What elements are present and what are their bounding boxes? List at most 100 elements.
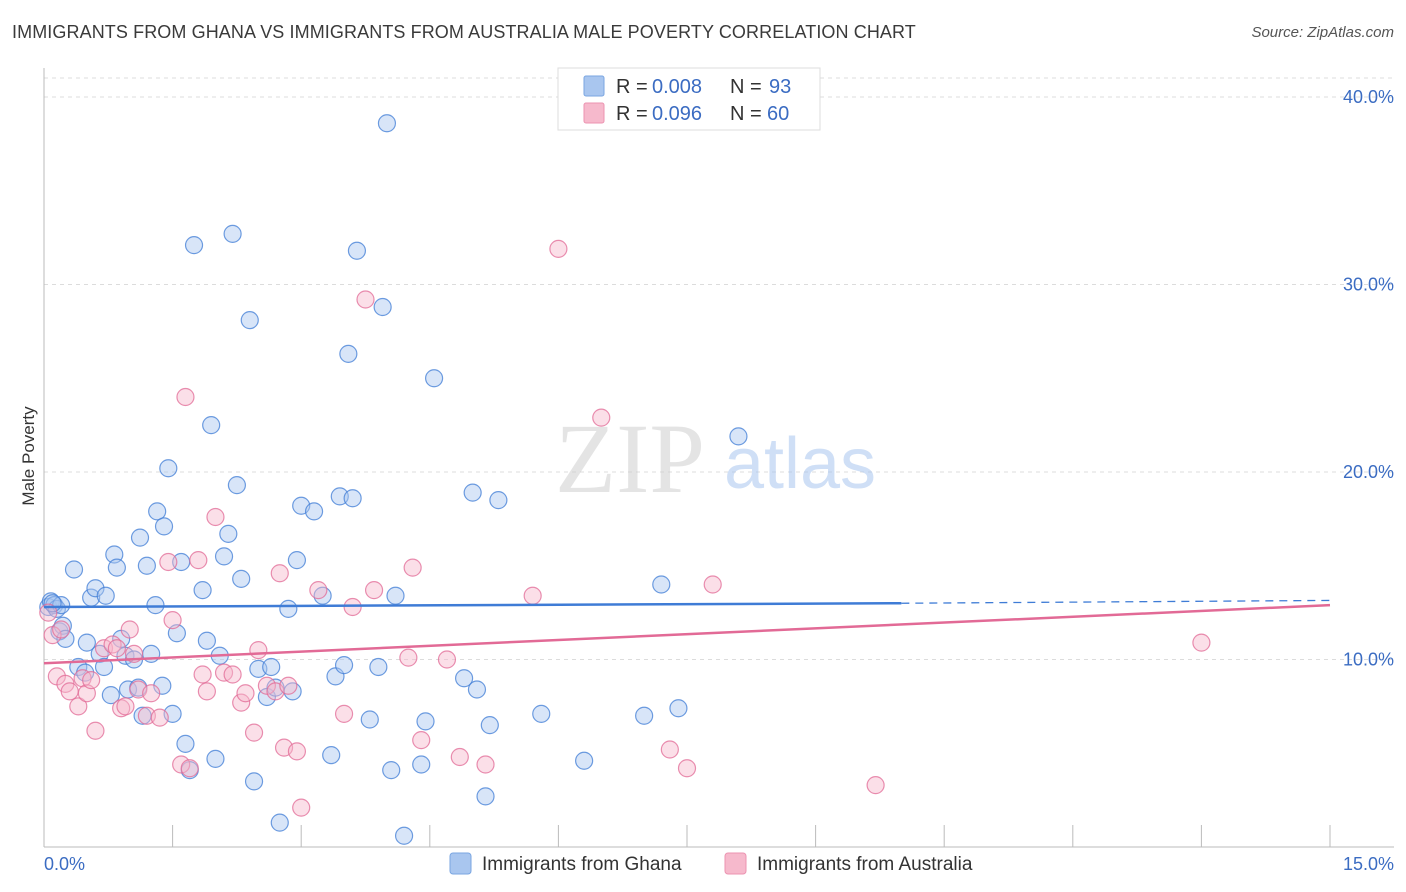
ghana-point-74 — [382, 761, 401, 780]
ghana-point-43 — [206, 749, 225, 768]
legend-r-value-australia: 0.096 — [652, 103, 702, 125]
watermark-atlas: atlas — [724, 424, 876, 504]
ghana-point-86 — [532, 704, 551, 723]
australia-point-47 — [356, 290, 375, 309]
y-axis-title: Male Poverty — [19, 406, 38, 506]
australia-point-35 — [244, 723, 264, 742]
australia-point-22 — [159, 552, 178, 572]
y-tick-label-0: 10.0% — [1343, 650, 1394, 670]
source-label: Source: ZipAtlas.com — [1251, 24, 1394, 41]
australia-point-51 — [412, 731, 431, 750]
ghana-point-66 — [334, 656, 354, 675]
australia-trend-line — [43, 603, 1331, 665]
x-tick-label-max: 15.0% — [1343, 854, 1394, 874]
ghana-point-59 — [287, 551, 307, 570]
australia-point-10 — [86, 721, 105, 740]
ghana-point-63 — [322, 746, 341, 765]
ghana-point-40 — [193, 581, 212, 600]
australia-point-27 — [189, 551, 208, 570]
ghana-point-90 — [669, 699, 688, 718]
australia-point-41 — [279, 676, 298, 695]
ghana-point-73 — [377, 114, 397, 133]
legend-r-label-0: R = — [616, 76, 648, 98]
ghana-point-82 — [467, 680, 487, 699]
ghana-point-76 — [394, 826, 414, 845]
australia-point-13 — [107, 639, 126, 658]
australia-point-36 — [249, 641, 268, 660]
australia-point-15 — [116, 697, 135, 716]
ghana-point-77 — [412, 755, 431, 774]
bottom-legend-swatch-australia — [724, 852, 747, 875]
ghana-point-48 — [227, 476, 246, 495]
australia-point-39 — [270, 564, 289, 583]
australia-point-49 — [399, 648, 418, 667]
australia-point-34 — [236, 684, 255, 703]
ghana-point-41 — [197, 631, 216, 650]
ghana-point-33 — [159, 459, 178, 478]
australia-point-57 — [592, 408, 611, 427]
australia-point-30 — [206, 507, 225, 527]
ghana-point-42 — [202, 416, 221, 435]
legend-n-value-australia: 60 — [767, 103, 789, 125]
watermark: ZIP atlas — [555, 403, 876, 514]
chart-title: IMMIGRANTS FROM GHANA VS IMMIGRANTS FROM… — [12, 22, 916, 42]
bottom-legend-label-ghana: Immigrants from Ghana — [482, 854, 682, 875]
y-tick-label-3: 40.0% — [1343, 87, 1394, 107]
ghana-point-45 — [214, 547, 234, 566]
ghana-point-49 — [232, 569, 251, 588]
australia-point-23 — [163, 611, 182, 630]
legend-swatch-australia — [583, 102, 605, 124]
australia-point-6 — [69, 697, 88, 716]
australia-point-50 — [403, 558, 422, 577]
watermark-zip: ZIP — [555, 403, 705, 514]
australia-point-26 — [180, 759, 199, 778]
australia-point-32 — [223, 665, 242, 684]
australia-point-44 — [309, 581, 328, 600]
ghana-point-80 — [454, 669, 474, 688]
ghana-point-69 — [347, 241, 367, 260]
ghana-point-67 — [339, 344, 358, 363]
australia-point-25 — [176, 387, 195, 407]
ghana-point-54 — [262, 657, 281, 677]
australia-point-42 — [287, 742, 307, 761]
y-tick-label-2: 30.0% — [1343, 275, 1394, 295]
bottom-legend: Immigrants from Ghana Immigrants from Au… — [449, 852, 973, 875]
ghana-point-78 — [416, 712, 435, 731]
bottom-legend-label-australia: Immigrants from Australia — [757, 854, 973, 875]
y-tick-label-1: 20.0% — [1343, 462, 1394, 482]
ghana-points — [39, 114, 748, 845]
y-tick-labels: 10.0% 20.0% 30.0% 40.0% — [1343, 87, 1394, 670]
ghana-point-16 — [96, 586, 115, 605]
australia-point-55 — [523, 586, 542, 605]
australia-point-48 — [364, 581, 384, 600]
ghana-point-13 — [86, 579, 105, 598]
ghana-point-81 — [463, 483, 482, 502]
ghana-point-61 — [304, 502, 324, 521]
australia-point-61 — [866, 776, 885, 795]
australia-points — [39, 239, 1211, 817]
australia-point-21 — [150, 708, 169, 727]
ghana-point-88 — [635, 706, 654, 725]
australia-point-20 — [142, 684, 161, 703]
ghana-point-30 — [148, 502, 167, 521]
ghana-point-11 — [77, 633, 96, 652]
legend-n-label-1: N = — [730, 103, 762, 125]
ghana-point-70 — [360, 710, 379, 729]
australia-point-28 — [193, 665, 212, 684]
ghana-point-47 — [223, 224, 242, 243]
ghana-point-85 — [489, 491, 508, 510]
australia-point-5 — [60, 682, 79, 701]
ghana-point-39 — [184, 236, 204, 255]
trend-lines — [43, 599, 1331, 665]
australia-point-9 — [82, 671, 101, 690]
australia-point-16 — [120, 620, 139, 639]
ghana-point-27 — [137, 556, 156, 575]
ghana-trend-line — [43, 602, 902, 609]
australia-point-46 — [343, 597, 362, 617]
bottom-legend-swatch-ghana — [449, 852, 472, 875]
ghana-point-79 — [424, 369, 444, 388]
ghana-point-17 — [101, 686, 120, 705]
ghana-point-19 — [107, 558, 126, 577]
australia-point-53 — [450, 747, 469, 767]
ghana-point-37 — [176, 734, 195, 753]
